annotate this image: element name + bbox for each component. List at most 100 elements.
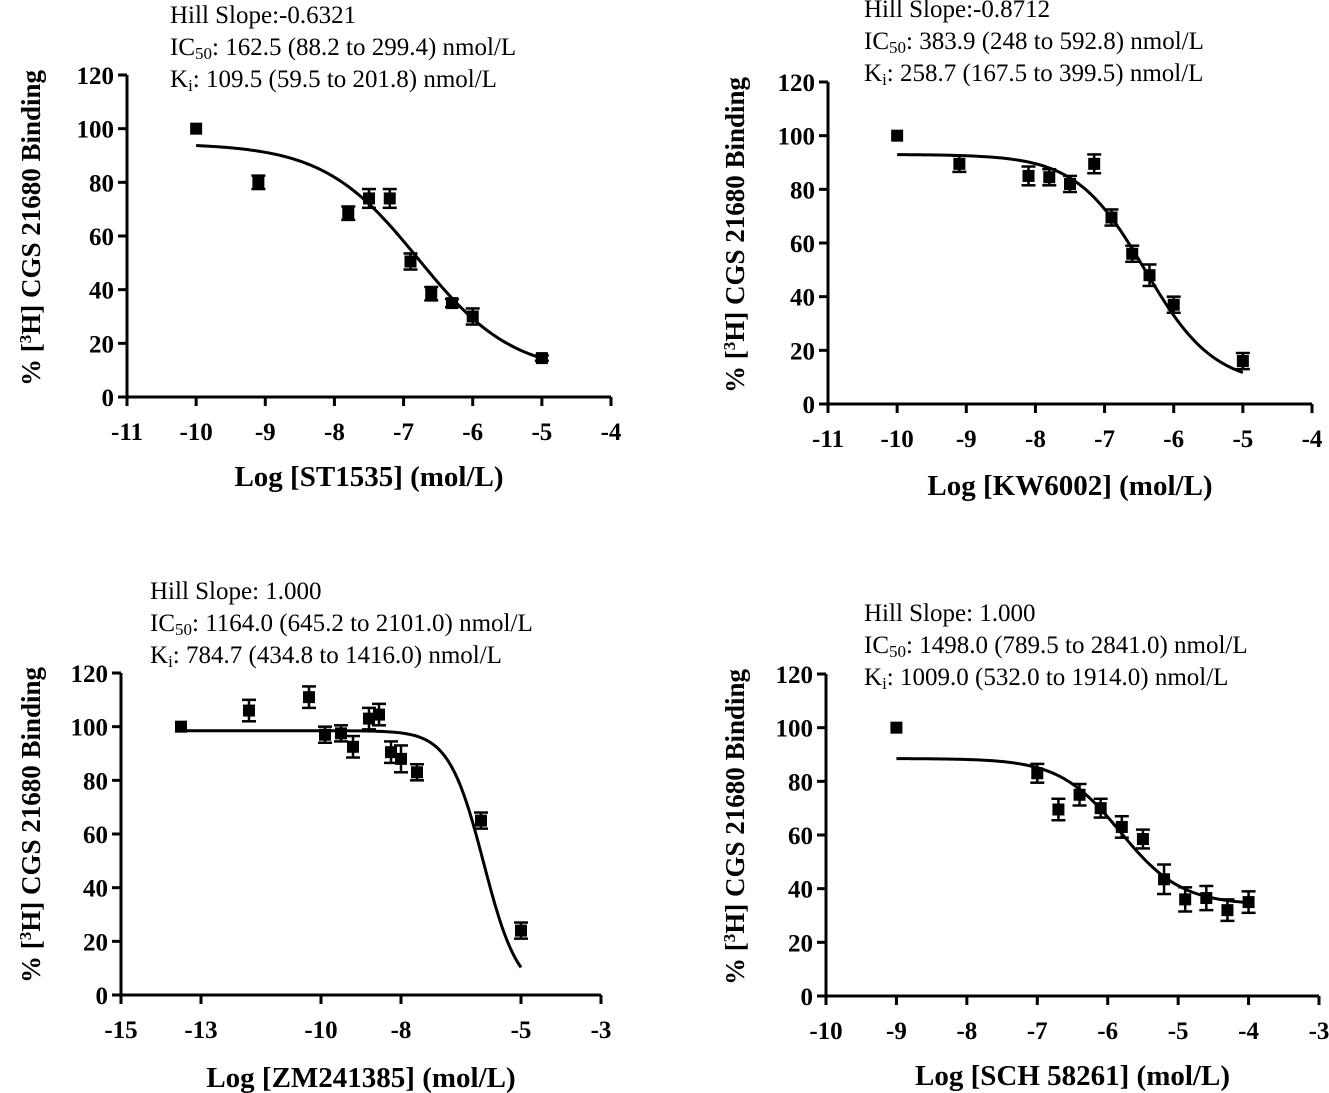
y-tick-label: 60 [788, 823, 813, 850]
hill-slope-text: Hill Slope:-0.8712 [864, 0, 1051, 23]
x-tick-label: -11 [111, 419, 143, 446]
data-point [1200, 892, 1213, 905]
ki-text: Ki: 109.5 (59.5 to 201.8) nmol/L [170, 66, 497, 95]
y-tick-label: 20 [790, 338, 815, 365]
y-axis-label-prefix: % [ [16, 343, 46, 386]
data-point [190, 122, 203, 135]
y-tick-label: 20 [83, 929, 108, 956]
x-tick-label: -5 [1232, 426, 1253, 453]
plot-st1535: 0 20 40 60 80 100 120 -11 -10 -9 -8 -7 -6 -5 -4 Log [ST… [16, 63, 622, 493]
y-axis-label-rest: H] CGS 21680 Binding [16, 666, 46, 931]
y-tick-label: 40 [790, 285, 815, 312]
y-tick-label: 0 [803, 392, 816, 419]
y-tick-label: 100 [71, 715, 109, 742]
data-point [1179, 893, 1192, 906]
data-point [373, 708, 385, 721]
y-tick-label: 0 [96, 983, 109, 1010]
y-axis-label-rest: H] CGS 21680 Binding [720, 76, 750, 341]
y-tick-label: 80 [89, 170, 114, 197]
annotation-zm241385: Hill Slope: 1.000 IC50: 1164.0 (645.2 to… [150, 576, 533, 672]
x-tick-label: -4 [1238, 1018, 1259, 1045]
data-point [383, 192, 396, 205]
y-axis-label: % [3H] CGS 21680 Binding [16, 69, 47, 386]
fit-curve [896, 757, 1249, 905]
plot-kw6002: 0 20 40 60 80 100 120 -11 -10 -9 -8 -7 -6 -5 -4 Log [KW… [720, 70, 1323, 502]
y-axis-label-sup: 3 [720, 934, 739, 943]
x-tick-label: -7 [393, 419, 414, 446]
data-point [335, 727, 347, 740]
x-tick-label: -3 [591, 1017, 612, 1044]
fit-curve [196, 144, 543, 360]
y-axis-label-sup: 3 [16, 335, 35, 344]
y-tick-label: 100 [77, 117, 115, 144]
data-point [1094, 802, 1107, 815]
data-point [175, 720, 187, 733]
x-tick-label: -10 [880, 426, 913, 453]
data-point [363, 712, 375, 725]
x-tick-label: -7 [1094, 426, 1115, 453]
x-tick-label: -6 [1097, 1018, 1118, 1045]
x-tick-label: -10 [304, 1017, 337, 1044]
data-point [395, 752, 407, 765]
data-point [1031, 767, 1044, 780]
x-tick-label: -9 [886, 1018, 907, 1045]
ki-text: Ki: 784.7 (434.8 to 1416.0) nmol/L [150, 642, 502, 671]
x-tick-label: -5 [1168, 1018, 1189, 1045]
y-tick-label: 40 [89, 278, 114, 305]
y-axis-label-rest: H] CGS 21680 Binding [720, 668, 750, 933]
x-tick-label: -11 [812, 426, 844, 453]
x-axis-label: Log [ZM241385] (mol/L) [206, 1062, 515, 1093]
x-tick-label: -3 [1309, 1018, 1329, 1045]
y-tick-label: 120 [71, 661, 109, 688]
x-axis-label: Log [ST1535] (mol/L) [234, 461, 503, 493]
y-tick-label: 100 [778, 124, 816, 151]
x-tick-label: -13 [184, 1017, 217, 1044]
x-tick-label: -6 [1163, 426, 1184, 453]
annotation-st1535: Hill Slope:-0.6321 IC50: 162.5 (88.2 to … [170, 0, 516, 96]
x-tick-label: -4 [601, 419, 622, 446]
data-point [1052, 803, 1065, 816]
x-tick-label: -7 [1027, 1018, 1048, 1045]
data-point [1167, 298, 1180, 311]
y-tick-label: 60 [83, 822, 108, 849]
data-point [342, 207, 355, 220]
y-axis-label: % [3H] CGS 21680 Binding [720, 668, 751, 985]
ic50-text: IC50: 1164.0 (645.2 to 2101.0) nmol/L [150, 610, 533, 639]
annotation-kw6002: Hill Slope:-0.8712 IC50: 383.9 (248 to 5… [864, 0, 1204, 90]
data-point [243, 704, 255, 717]
y-tick-label: 60 [790, 231, 815, 258]
ic50-text: IC50: 1498.0 (789.5 to 2841.0) nmol/L [864, 632, 1248, 661]
data-point [1242, 896, 1255, 909]
data-point [1136, 833, 1149, 846]
data-point [1143, 269, 1156, 282]
x-axis-label: Log [KW6002] (mol/L) [927, 470, 1212, 502]
x-tick-label: -8 [324, 419, 345, 446]
y-tick-label: 120 [778, 70, 816, 97]
y-tick-label: 40 [788, 877, 813, 904]
x-tick-label: -10 [179, 419, 212, 446]
data-point [1126, 247, 1139, 260]
panel-zm241385: 0 20 40 60 80 100 120 -15 -13 -10 -8 -5 -3 Log [ZM241… [0, 520, 664, 1093]
data-point [445, 297, 458, 310]
y-tick-label: 0 [801, 984, 814, 1011]
panel-sch58261: 0 20 40 60 80 100 120 -10 -9 -8 -7 -6 -5 -4 -3 Log [SCH… [664, 520, 1329, 1093]
y-tick-label: 80 [83, 768, 108, 795]
data-point [1073, 788, 1086, 801]
data-point [1105, 211, 1118, 224]
y-axis-label: % [3H] CGS 21680 Binding [720, 76, 751, 393]
hill-slope-text: Hill Slope: 1.000 [150, 578, 322, 605]
y-tick-label: 100 [776, 716, 814, 743]
data-point [890, 721, 903, 734]
hill-slope-text: Hill Slope: 1.000 [864, 600, 1036, 627]
data-point [252, 176, 265, 189]
data-point [466, 310, 479, 323]
data-point [411, 766, 423, 779]
y-tick-label: 20 [788, 930, 813, 957]
annotation-sch58261: Hill Slope: 1.000 IC50: 1498.0 (789.5 to… [864, 598, 1248, 694]
x-tick-label: -15 [104, 1017, 137, 1044]
y-tick-label: 120 [77, 63, 115, 90]
panel-kw6002: 0 20 40 60 80 100 120 -11 -10 -9 -8 -7 -6 -5 -4 Log [KW… [664, 0, 1329, 520]
data-point [404, 255, 417, 268]
data-point [363, 192, 375, 205]
data-point [891, 129, 904, 142]
